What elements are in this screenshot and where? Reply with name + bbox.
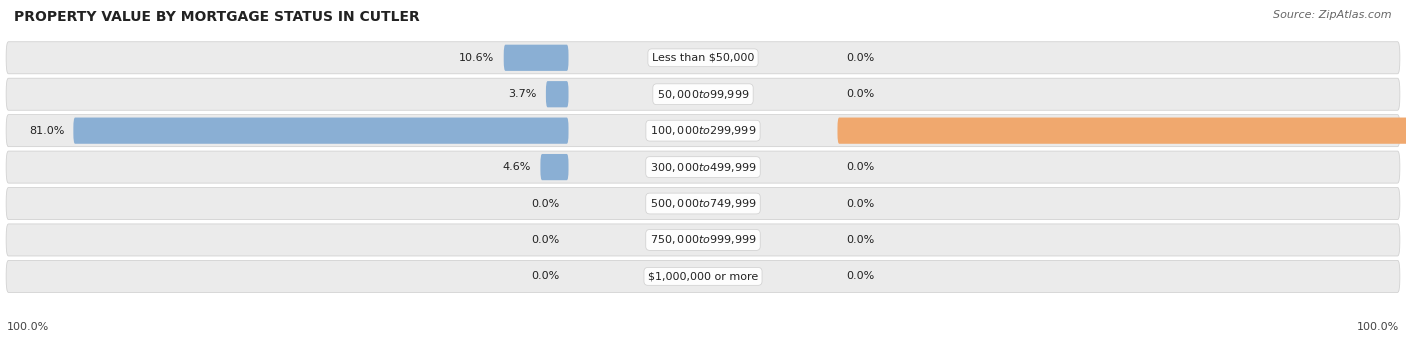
Text: 0.0%: 0.0% <box>846 53 875 63</box>
FancyBboxPatch shape <box>6 42 1400 74</box>
FancyBboxPatch shape <box>6 151 1400 183</box>
Text: $1,000,000 or more: $1,000,000 or more <box>648 271 758 281</box>
Text: 0.0%: 0.0% <box>531 271 560 281</box>
FancyBboxPatch shape <box>6 115 1400 147</box>
Text: $750,000 to $999,999: $750,000 to $999,999 <box>650 234 756 247</box>
Text: PROPERTY VALUE BY MORTGAGE STATUS IN CUTLER: PROPERTY VALUE BY MORTGAGE STATUS IN CUT… <box>14 10 420 24</box>
Text: Less than $50,000: Less than $50,000 <box>652 53 754 63</box>
Text: 100.0%: 100.0% <box>1357 322 1399 332</box>
FancyBboxPatch shape <box>6 224 1400 256</box>
Text: 0.0%: 0.0% <box>846 198 875 209</box>
Text: 0.0%: 0.0% <box>846 235 875 245</box>
Text: 0.0%: 0.0% <box>531 235 560 245</box>
FancyBboxPatch shape <box>6 188 1400 220</box>
Text: $50,000 to $99,999: $50,000 to $99,999 <box>657 88 749 101</box>
FancyBboxPatch shape <box>540 154 568 180</box>
Text: $300,000 to $499,999: $300,000 to $499,999 <box>650 161 756 174</box>
Text: 81.0%: 81.0% <box>28 125 65 136</box>
FancyBboxPatch shape <box>546 81 568 107</box>
Text: 10.6%: 10.6% <box>460 53 495 63</box>
Text: 0.0%: 0.0% <box>846 162 875 172</box>
FancyBboxPatch shape <box>838 118 1406 144</box>
Text: 0.0%: 0.0% <box>846 271 875 281</box>
Text: 0.0%: 0.0% <box>846 89 875 99</box>
Text: 4.6%: 4.6% <box>503 162 531 172</box>
Text: 3.7%: 3.7% <box>509 89 537 99</box>
FancyBboxPatch shape <box>73 118 568 144</box>
Text: Source: ZipAtlas.com: Source: ZipAtlas.com <box>1274 10 1392 20</box>
Text: $100,000 to $299,999: $100,000 to $299,999 <box>650 124 756 137</box>
FancyBboxPatch shape <box>503 45 568 71</box>
FancyBboxPatch shape <box>6 261 1400 293</box>
Text: 100.0%: 100.0% <box>7 322 49 332</box>
Text: 0.0%: 0.0% <box>531 198 560 209</box>
FancyBboxPatch shape <box>6 78 1400 110</box>
Text: $500,000 to $749,999: $500,000 to $749,999 <box>650 197 756 210</box>
